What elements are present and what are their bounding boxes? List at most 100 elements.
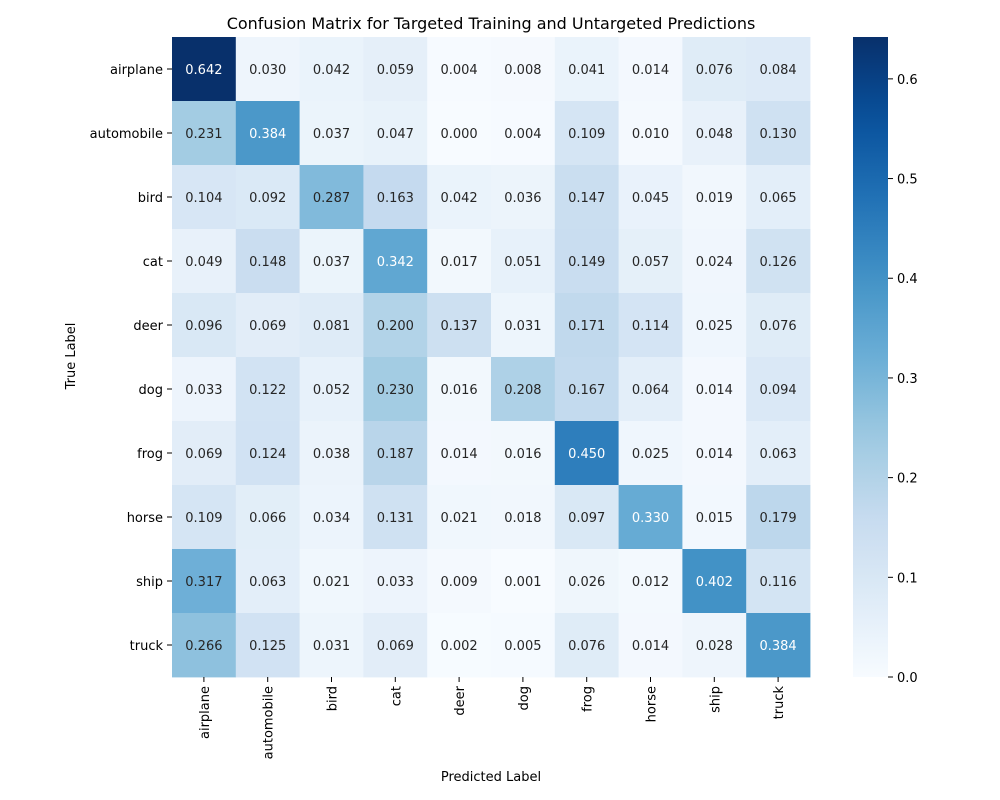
heatmap-cell — [363, 549, 428, 614]
cell-value-label: 0.015 — [696, 511, 733, 526]
heatmap-cell — [235, 357, 300, 422]
heatmap-cell — [554, 37, 619, 102]
heatmap-cell — [554, 549, 619, 614]
colorbar-tick-label: 0.6 — [897, 73, 918, 88]
cell-value-label: 0.149 — [568, 255, 605, 270]
heatmap-cell — [172, 421, 237, 486]
cell-value-label: 0.014 — [696, 447, 733, 462]
heatmap-cell — [554, 293, 619, 358]
heatmap-cell — [618, 101, 683, 166]
heatmap-cell — [299, 293, 364, 358]
cell-value-label: 0.031 — [504, 319, 541, 334]
heatmap-cell — [427, 101, 492, 166]
y-axis-ticks: airplane automobile bird cat deer dog frog hors… — [90, 63, 172, 654]
cell-value-label: 0.450 — [568, 447, 605, 462]
heatmap-cell — [172, 357, 237, 422]
y-tick-label: automobile — [90, 127, 163, 142]
cell-value-label: 0.064 — [632, 383, 669, 398]
cell-value-label: 0.010 — [632, 127, 669, 142]
cell-value-label: 0.109 — [185, 511, 222, 526]
x-tick-label: bird — [326, 686, 341, 711]
heatmap-cell — [618, 549, 683, 614]
heatmap-cell — [746, 357, 811, 422]
y-tick-label: airplane — [110, 63, 163, 78]
heatmap-cell — [299, 485, 364, 550]
heatmap-cell — [554, 101, 619, 166]
heatmap-cell — [746, 101, 811, 166]
cell-value-label: 0.069 — [185, 447, 222, 462]
heatmap-cell — [554, 229, 619, 294]
cell-value-label: 0.200 — [377, 319, 414, 334]
heatmap-cell — [618, 165, 683, 230]
y-tick-label: deer — [133, 319, 163, 334]
cell-value-label: 0.017 — [440, 255, 477, 270]
y-tick-label: bird — [138, 191, 163, 206]
cell-value-label: 0.045 — [632, 191, 669, 206]
cell-value-label: 0.018 — [504, 511, 541, 526]
heatmap-cell — [299, 613, 364, 678]
heatmap-cell — [235, 165, 300, 230]
heatmap-cell — [363, 421, 428, 486]
cell-value-label: 0.014 — [696, 383, 733, 398]
x-tick-label: ship — [708, 686, 723, 713]
cell-value-label: 0.042 — [440, 191, 477, 206]
cell-value-label: 0.031 — [313, 639, 350, 654]
cell-value-label: 0.187 — [377, 447, 414, 462]
heatmap-cell — [491, 165, 556, 230]
heatmap-cell — [746, 485, 811, 550]
cell-value-label: 0.066 — [249, 511, 286, 526]
heatmap-cell — [746, 549, 811, 614]
heatmap-cell — [682, 165, 747, 230]
heatmap-cell — [363, 229, 428, 294]
cell-value-label: 0.008 — [504, 63, 541, 78]
heatmap-cell — [491, 101, 556, 166]
heatmap-cell — [746, 165, 811, 230]
cell-value-label: 0.092 — [249, 191, 286, 206]
x-axis-ticks: airplane automobile bird cat deer dog frog hors… — [198, 677, 787, 759]
x-tick-label: frog — [581, 686, 596, 712]
cell-value-label: 0.167 — [568, 383, 605, 398]
heatmap-cell — [618, 37, 683, 102]
cell-value-label: 0.384 — [759, 639, 796, 654]
cell-value-label: 0.001 — [504, 575, 541, 590]
cell-value-label: 0.148 — [249, 255, 286, 270]
heatmap-cell — [172, 485, 237, 550]
heatmap-cell — [491, 293, 556, 358]
heatmap-cell — [235, 101, 300, 166]
cell-value-label: 0.063 — [249, 575, 286, 590]
cell-value-label: 0.014 — [632, 63, 669, 78]
cell-value-label: 0.059 — [377, 63, 414, 78]
heatmap-cell — [491, 485, 556, 550]
cell-value-label: 0.122 — [249, 383, 286, 398]
heatmap-cell — [427, 229, 492, 294]
cell-value-label: 0.038 — [313, 447, 350, 462]
cell-value-label: 0.342 — [377, 255, 414, 270]
cell-value-label: 0.019 — [696, 191, 733, 206]
heatmap-cell — [299, 549, 364, 614]
cell-value-label: 0.016 — [440, 383, 477, 398]
heatmap-cell — [682, 421, 747, 486]
heatmap-cell — [618, 357, 683, 422]
y-tick-label: frog — [137, 447, 163, 462]
cell-value-label: 0.642 — [185, 63, 222, 78]
heatmap-cell — [618, 421, 683, 486]
cell-value-label: 0.048 — [696, 127, 733, 142]
y-tick-label: horse — [127, 511, 163, 526]
heatmap-cell — [491, 37, 556, 102]
cell-value-label: 0.114 — [632, 319, 669, 334]
heatmap-cell — [746, 613, 811, 678]
cell-value-label: 0.033 — [377, 575, 414, 590]
heatmap-cell — [363, 165, 428, 230]
heatmap-cell — [682, 229, 747, 294]
heatmap-cell — [172, 229, 237, 294]
cell-value-label: 0.021 — [313, 575, 350, 590]
cell-value-label: 0.137 — [440, 319, 477, 334]
x-tick-label: dog — [517, 686, 532, 710]
heatmap-cell — [363, 101, 428, 166]
cell-value-label: 0.021 — [440, 511, 477, 526]
heatmap-cell — [554, 421, 619, 486]
cell-value-label: 0.014 — [632, 639, 669, 654]
heatmap-cell — [235, 613, 300, 678]
heatmap-cell — [491, 357, 556, 422]
